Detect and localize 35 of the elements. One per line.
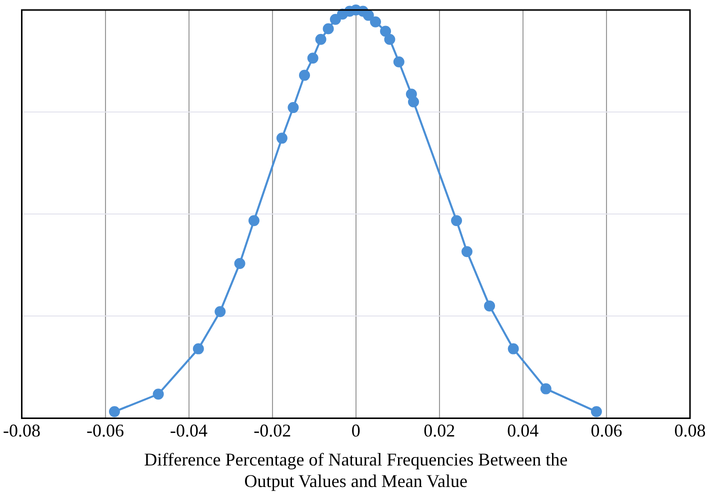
x-tick-label: 0.02 [424, 420, 456, 441]
x-tick-label: 0.08 [674, 420, 706, 441]
point [451, 215, 462, 226]
x-axis-title: Difference Percentage of Natural Frequencies Between the Output Values and Mean Value [144, 449, 568, 491]
point [288, 102, 299, 114]
x-tick-label: -0.08 [2, 420, 40, 441]
point [299, 70, 310, 81]
point [362, 10, 374, 21]
x-tick-label: 0 [351, 420, 360, 441]
point [380, 26, 392, 37]
point [108, 406, 120, 418]
point [152, 388, 164, 400]
point [234, 258, 246, 269]
x-tick-label: 0.04 [507, 420, 539, 441]
x-tick-label: -0.04 [170, 420, 208, 441]
point [384, 34, 396, 45]
x-tick-label: 0.06 [590, 420, 622, 441]
point [590, 406, 602, 418]
point [322, 23, 334, 34]
point [307, 52, 318, 64]
point [248, 215, 260, 226]
point [408, 96, 420, 108]
point [214, 306, 226, 318]
point [393, 56, 404, 68]
point [276, 132, 288, 144]
point [315, 34, 326, 45]
point [508, 343, 519, 354]
point [461, 246, 472, 258]
x-tick-label: -0.06 [86, 420, 124, 441]
point [540, 383, 552, 394]
point [370, 16, 382, 28]
x-tick-label: -0.02 [254, 420, 292, 441]
point [330, 14, 341, 25]
point [192, 343, 204, 354]
point [484, 300, 496, 312]
